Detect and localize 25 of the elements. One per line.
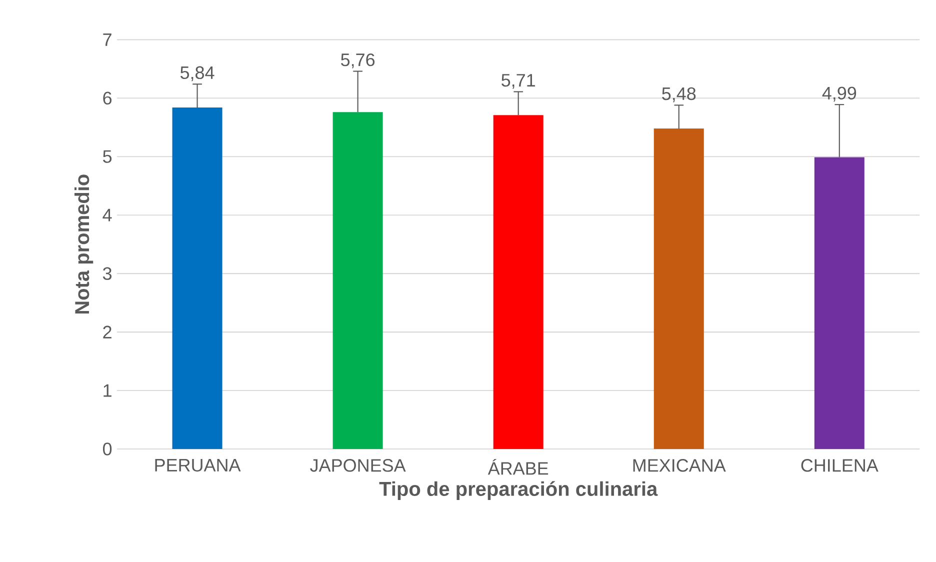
y-tick-label: 5 xyxy=(102,150,112,163)
x-tick-label: JAPONESA xyxy=(310,459,406,472)
y-tick-label: 1 xyxy=(104,384,112,397)
x-tick-label: MEXICANA xyxy=(633,459,726,472)
data-label: 5,48 xyxy=(662,87,696,102)
y-tick-label: 7 xyxy=(103,33,112,46)
data-label: 5,76 xyxy=(340,53,375,68)
data-label: 5,84 xyxy=(180,66,214,82)
y-tick-label: 2 xyxy=(103,326,112,338)
bar xyxy=(172,108,222,449)
y-axis-title: Nota promedio xyxy=(74,174,94,314)
bar xyxy=(332,112,383,449)
data-label: 5,71 xyxy=(502,74,535,89)
data-label: 4,99 xyxy=(822,86,856,102)
y-tick-label: 0 xyxy=(102,442,112,456)
x-tick-label: CHILENA xyxy=(801,459,878,472)
bar xyxy=(814,157,864,449)
x-tick-label: PERUANA xyxy=(155,459,241,472)
y-tick-label: 6 xyxy=(103,92,112,105)
bar xyxy=(493,115,544,449)
x-tick-label: ÁRABE xyxy=(488,459,548,475)
y-tick-label: 4 xyxy=(102,208,112,222)
bar xyxy=(654,128,704,449)
y-tick-label: 3 xyxy=(102,267,112,280)
x-axis-title: Tipo de preparación culinaria xyxy=(379,481,658,500)
